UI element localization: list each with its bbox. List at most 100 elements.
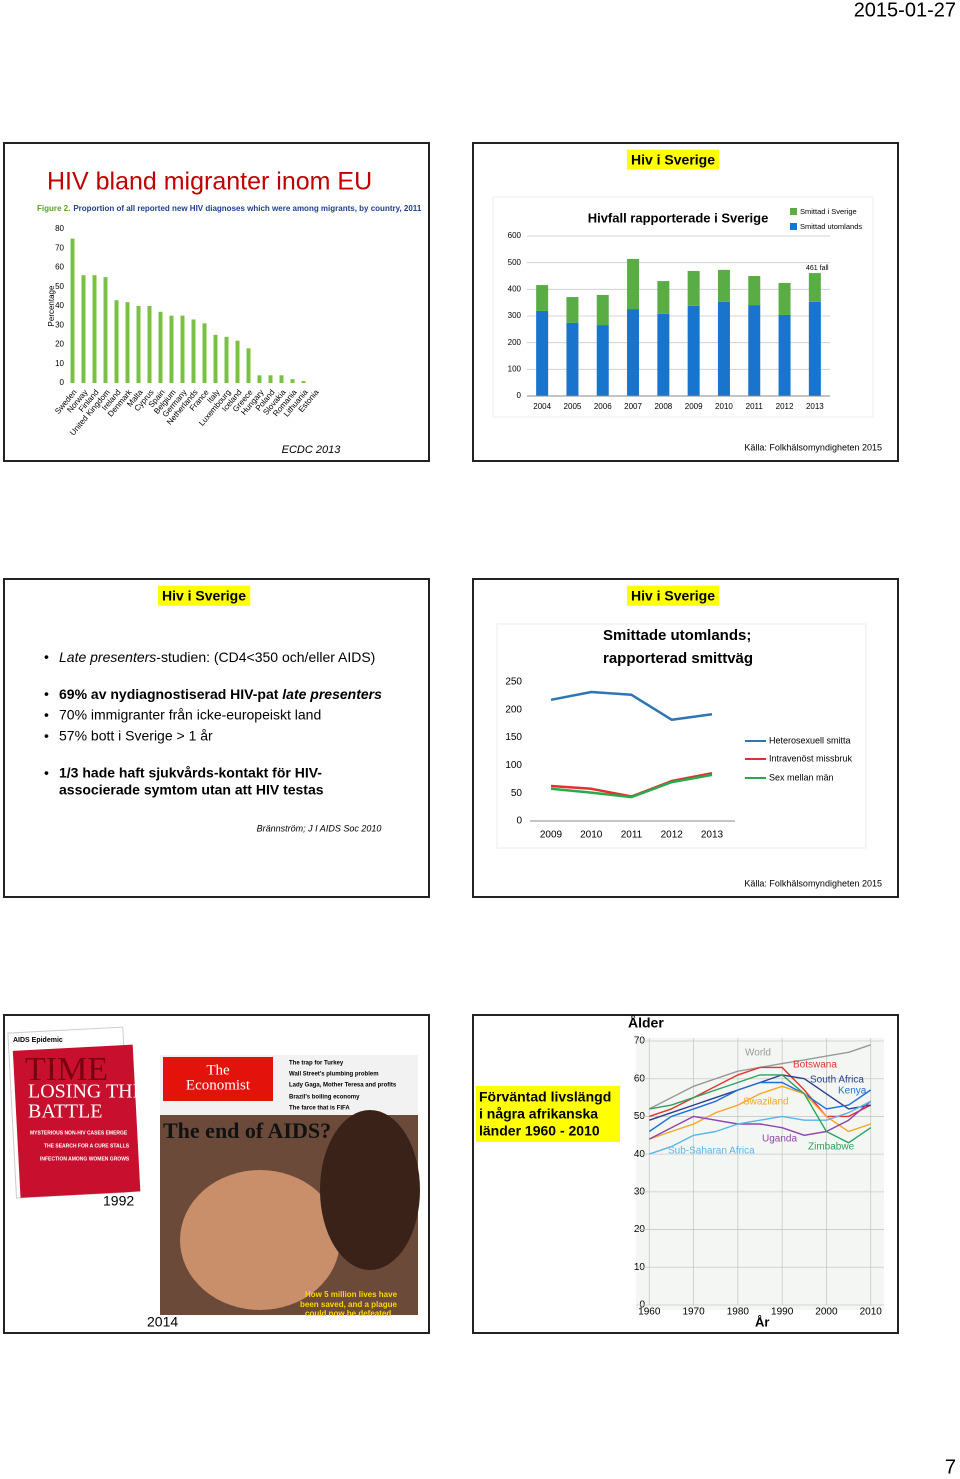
bar <box>180 315 185 383</box>
line <box>649 1074 872 1144</box>
line <box>649 1085 871 1140</box>
label-box <box>476 1086 620 1142</box>
y-tick-label: 200 <box>508 338 522 347</box>
y-tick-label: 30 <box>55 320 64 329</box>
line <box>648 1081 872 1133</box>
source: ECDC 2013 <box>282 444 342 456</box>
label: länder 1960 - 2010 <box>479 1123 600 1139</box>
slide-label: Hiv i Sverige <box>162 588 246 604</box>
slide-label: Hiv i Sverige <box>631 588 715 604</box>
y-tick-label: 10 <box>55 359 64 368</box>
x-tick-label: 2010 <box>715 402 733 411</box>
bar <box>81 275 86 383</box>
bar <box>158 311 163 383</box>
caption-text: Proportion of all reported new HIV diagn… <box>73 204 421 213</box>
text: -studien: (CD4<350 och/eller AIDS) <box>156 649 375 665</box>
cover-text: How 5 million lives have <box>305 1290 398 1299</box>
bullet: • <box>44 765 49 781</box>
series-label: Swaziland <box>743 1097 789 1108</box>
y-axis-label: Percentage <box>47 285 56 326</box>
bar-segment <box>657 281 670 314</box>
cover-text: LOSING THE <box>28 1081 145 1103</box>
line <box>648 1100 872 1140</box>
y-tick-label: 150 <box>505 732 522 743</box>
x-tick-label: 2009 <box>540 830 563 841</box>
x-tick-label: 2013 <box>806 402 824 411</box>
slide <box>3 578 430 898</box>
cover-text: INFECTION AMONG WOMEN GROWS <box>40 1156 130 1162</box>
bar-segment <box>627 309 640 396</box>
label: i några afrikanska <box>479 1106 598 1122</box>
x-tick-label: 2008 <box>654 402 672 411</box>
bar-segment <box>596 325 609 396</box>
y-tick-label: 0 <box>60 378 65 387</box>
bar-segment <box>717 301 730 396</box>
y-tick-label: 40 <box>55 301 64 310</box>
bar <box>169 315 174 383</box>
bullet-text: 70% immigranter från icke-europeiskt lan… <box>59 707 321 723</box>
legend-swatch <box>790 223 797 230</box>
bar <box>202 323 207 383</box>
bar <box>246 348 251 383</box>
text: 69% av nydiagnostiserad HIV-pat <box>59 686 282 702</box>
chart-title: rapporterad smittväg <box>603 650 753 667</box>
source: Källa: Folkhälsomyndigheten 2015 <box>744 878 882 888</box>
x-tick-label: 2004 <box>533 402 551 411</box>
photo <box>180 1170 340 1310</box>
bar <box>301 381 306 383</box>
bar <box>114 300 119 383</box>
bar-segment <box>596 294 609 326</box>
cover-text: Brazil's boiling economy <box>289 1095 360 1101</box>
source: Källa: Folkhälsomyndigheten 2015 <box>744 442 882 452</box>
bar-segment <box>536 310 549 396</box>
bar <box>257 375 262 383</box>
cover-text: THE SEARCH FOR A CURE STALLS <box>44 1143 130 1149</box>
bullet-text: 1/3 hade haft sjukvårds-kontakt för HIV- <box>59 765 322 781</box>
bar-segment <box>778 282 791 315</box>
bar <box>191 319 196 383</box>
bullet-text: associerade symtom utan att HIV testas <box>59 782 324 798</box>
chart-panel <box>496 623 867 849</box>
mask <box>160 1316 418 1332</box>
bar <box>268 375 273 383</box>
y-tick-label: 300 <box>508 311 522 320</box>
cover-caption: 2014 <box>147 1314 178 1330</box>
legend-swatch <box>790 208 797 215</box>
y-tick-label: 500 <box>508 258 522 267</box>
bar <box>224 336 229 383</box>
x-tick-label: 2007 <box>624 402 642 411</box>
series-label: Sub-Saharan Africa <box>668 1146 755 1157</box>
bar-segment <box>717 269 730 302</box>
cover-text: Lady Gaga, Mother Teresa and profits <box>289 1083 397 1089</box>
series-label: Zimbabwe <box>808 1142 855 1153</box>
cover-text: The end of AIDS? <box>163 1118 331 1143</box>
label: Förväntad livslängd <box>479 1089 611 1105</box>
slide-title: HIV bland migranter inom EU <box>47 168 372 196</box>
x-tick-label: 2009 <box>685 402 703 411</box>
bar-segment <box>657 313 670 396</box>
x-tick-label: 1970 <box>682 1307 705 1318</box>
cover-caption: 1992 <box>103 1193 134 1209</box>
bar-segment <box>687 305 700 396</box>
label-box <box>626 585 720 606</box>
x-tick-label: 2012 <box>661 830 684 841</box>
bullet: • <box>44 686 49 702</box>
x-tick-label: 2011 <box>621 830 643 841</box>
chart-title: Smittade utomlands; <box>603 627 751 644</box>
photo <box>320 1110 420 1270</box>
cover-text: Economist <box>186 1077 251 1093</box>
text: Late presenters <box>59 649 156 665</box>
x-tick-label: 2006 <box>594 402 612 411</box>
bar-segment <box>778 314 791 396</box>
bullet: • <box>44 649 49 665</box>
y-tick-label: 100 <box>505 760 522 771</box>
annotation: 461 fall <box>806 265 829 272</box>
bar-segment <box>808 301 821 396</box>
cover-text: Wall Street's plumbing problem <box>289 1072 379 1078</box>
bar <box>213 334 218 383</box>
x-tick-label: 2010 <box>860 1307 883 1318</box>
label-box <box>626 149 720 170</box>
cover-text: AIDS Epidemic <box>13 1037 63 1044</box>
y-tick-label: 0 <box>517 391 522 400</box>
